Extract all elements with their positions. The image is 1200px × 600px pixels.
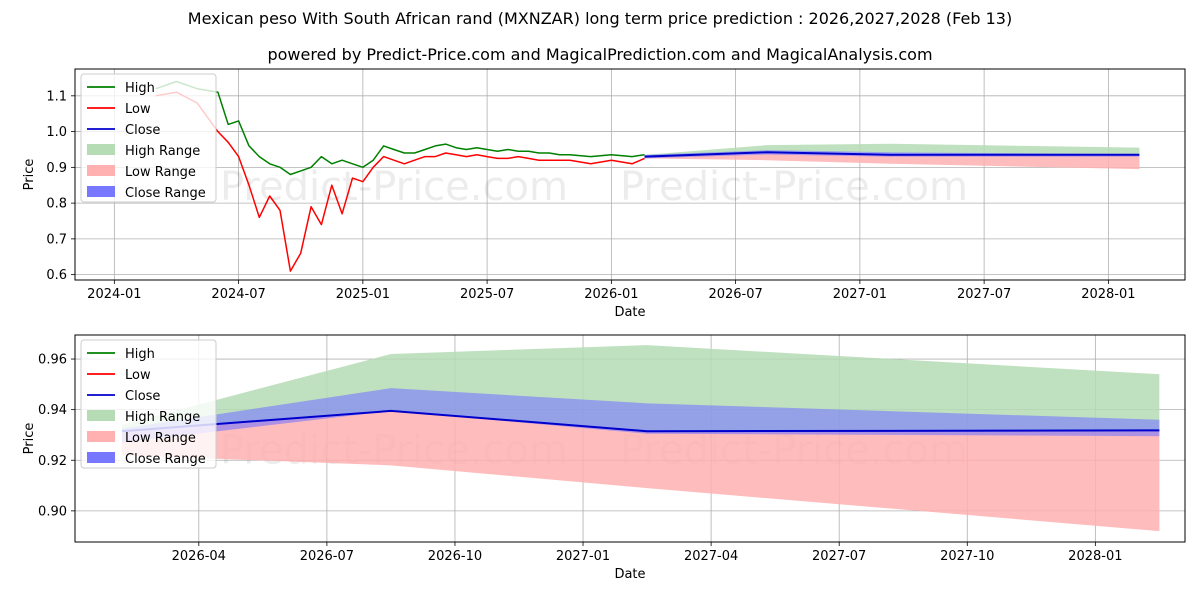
watermark-text: Predict-Price.com	[220, 164, 568, 210]
x-axis-label: Date	[614, 305, 645, 320]
legend-label: High Range	[125, 410, 200, 425]
axes-frame	[74, 334, 1186, 543]
legend-label: Close	[125, 123, 160, 138]
low-range-band	[121, 410, 1160, 532]
chart-title: Mexican peso With South African rand (MX…	[187, 9, 1013, 28]
x-tick-label: 2024-01	[87, 287, 141, 302]
close-series-line	[121, 409, 1160, 433]
legend-label: Low Range	[125, 165, 196, 180]
legend-label: Low Range	[125, 431, 196, 446]
x-tick-label: 2026-10	[428, 549, 482, 564]
legend-label: Low	[125, 368, 151, 383]
legend-patch-swatch	[87, 144, 115, 155]
low-series-line	[155, 91, 645, 272]
y-tick-label: 1.1	[46, 89, 67, 104]
x-tick-label: 2027-01	[556, 549, 610, 564]
x-tick-label: 2026-04	[172, 549, 226, 564]
low-range-band	[644, 153, 1140, 170]
legend-label: Low	[125, 102, 151, 117]
legend-label: High	[125, 347, 155, 362]
chart-subtitle: powered by Predict-Price.com and Magical…	[267, 45, 933, 64]
y-tick-label: 1.0	[46, 125, 67, 140]
legend-patch-swatch	[87, 431, 115, 442]
y-tick-label: 0.92	[38, 454, 67, 469]
x-tick-label: 2026-07	[708, 287, 762, 302]
legend-label: High	[125, 81, 155, 96]
legend-label: Close	[125, 389, 160, 404]
legend-patch-swatch	[87, 410, 115, 421]
axes-frame	[74, 68, 1186, 281]
legend-label: High Range	[125, 144, 200, 159]
y-tick-label: 0.9	[46, 161, 67, 176]
close-series-line	[644, 151, 1140, 158]
watermark-text: Predict-Price.com	[620, 164, 968, 210]
close-range-band	[121, 388, 1160, 443]
x-tick-label: 2024-07	[211, 287, 265, 302]
x-tick-label: 2027-01	[833, 287, 887, 302]
y-axis-label: Price	[22, 423, 37, 455]
x-tick-label: 2025-07	[460, 287, 514, 302]
y-tick-label: 0.94	[38, 403, 67, 418]
legend-patch-swatch	[87, 165, 115, 176]
legend-label: Close Range	[125, 186, 206, 201]
legend-patch-swatch	[87, 186, 115, 197]
x-tick-label: 2028-01	[1068, 549, 1122, 564]
x-tick-label: 2027-10	[940, 549, 994, 564]
x-tick-label: 2025-01	[336, 287, 390, 302]
legend-label: Close Range	[125, 452, 206, 467]
x-tick-label: 2028-01	[1081, 287, 1135, 302]
x-axis-label: Date	[614, 567, 645, 582]
y-tick-label: 0.8	[46, 197, 67, 212]
y-tick-label: 0.6	[46, 268, 67, 283]
legend-patch-swatch	[87, 452, 115, 463]
y-tick-label: 0.90	[38, 504, 67, 519]
high-series-line	[155, 80, 645, 176]
x-tick-label: 2026-07	[300, 549, 354, 564]
x-tick-label: 2027-07	[957, 287, 1011, 302]
x-tick-label: 2027-04	[684, 549, 738, 564]
y-tick-label: 0.96	[38, 353, 67, 368]
y-tick-label: 0.7	[46, 232, 67, 247]
x-tick-label: 2027-07	[812, 549, 866, 564]
x-tick-label: 2026-01	[584, 287, 638, 302]
y-axis-label: Price	[22, 159, 37, 191]
